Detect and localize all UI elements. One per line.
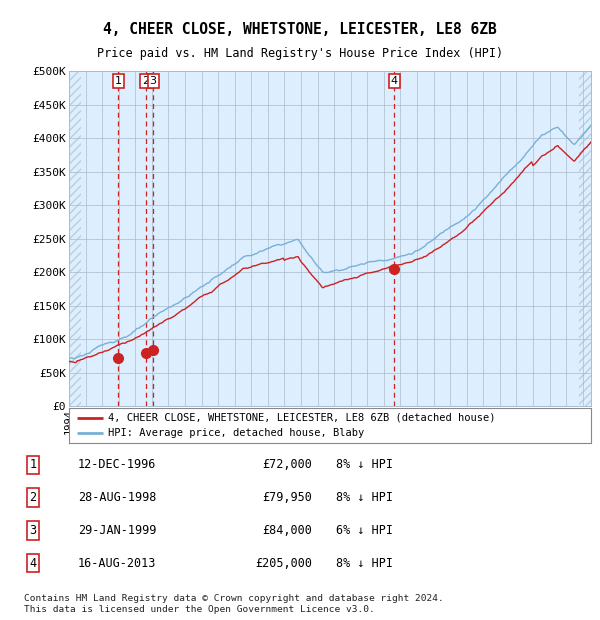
Bar — [580, 71, 591, 406]
Text: 4, CHEER CLOSE, WHETSTONE, LEICESTER, LE8 6ZB: 4, CHEER CLOSE, WHETSTONE, LEICESTER, LE… — [103, 22, 497, 37]
Text: Contains HM Land Registry data © Crown copyright and database right 2024.
This d: Contains HM Land Registry data © Crown c… — [24, 595, 444, 614]
Text: 8% ↓ HPI: 8% ↓ HPI — [336, 491, 393, 504]
Text: 16-AUG-2013: 16-AUG-2013 — [78, 557, 157, 570]
Text: £84,000: £84,000 — [262, 524, 312, 537]
Text: £79,950: £79,950 — [262, 491, 312, 504]
Text: 12-DEC-1996: 12-DEC-1996 — [78, 458, 157, 471]
Text: 29-JAN-1999: 29-JAN-1999 — [78, 524, 157, 537]
Text: Price paid vs. HM Land Registry's House Price Index (HPI): Price paid vs. HM Land Registry's House … — [97, 46, 503, 60]
Text: £72,000: £72,000 — [262, 458, 312, 471]
Text: 4, CHEER CLOSE, WHETSTONE, LEICESTER, LE8 6ZB (detached house): 4, CHEER CLOSE, WHETSTONE, LEICESTER, LE… — [108, 412, 496, 422]
Text: 8% ↓ HPI: 8% ↓ HPI — [336, 458, 393, 471]
Text: 4: 4 — [391, 76, 398, 86]
Text: 8% ↓ HPI: 8% ↓ HPI — [336, 557, 393, 570]
Text: £205,000: £205,000 — [255, 557, 312, 570]
Text: 4: 4 — [29, 557, 37, 570]
Text: 3: 3 — [29, 524, 37, 537]
Text: 28-AUG-1998: 28-AUG-1998 — [78, 491, 157, 504]
Text: 3: 3 — [149, 76, 157, 86]
Text: 2: 2 — [29, 491, 37, 504]
Text: 1: 1 — [29, 458, 37, 471]
Bar — [69, 71, 80, 406]
Text: 2: 2 — [142, 76, 149, 86]
Text: 1: 1 — [115, 76, 122, 86]
Text: 6% ↓ HPI: 6% ↓ HPI — [336, 524, 393, 537]
Text: HPI: Average price, detached house, Blaby: HPI: Average price, detached house, Blab… — [108, 428, 364, 438]
